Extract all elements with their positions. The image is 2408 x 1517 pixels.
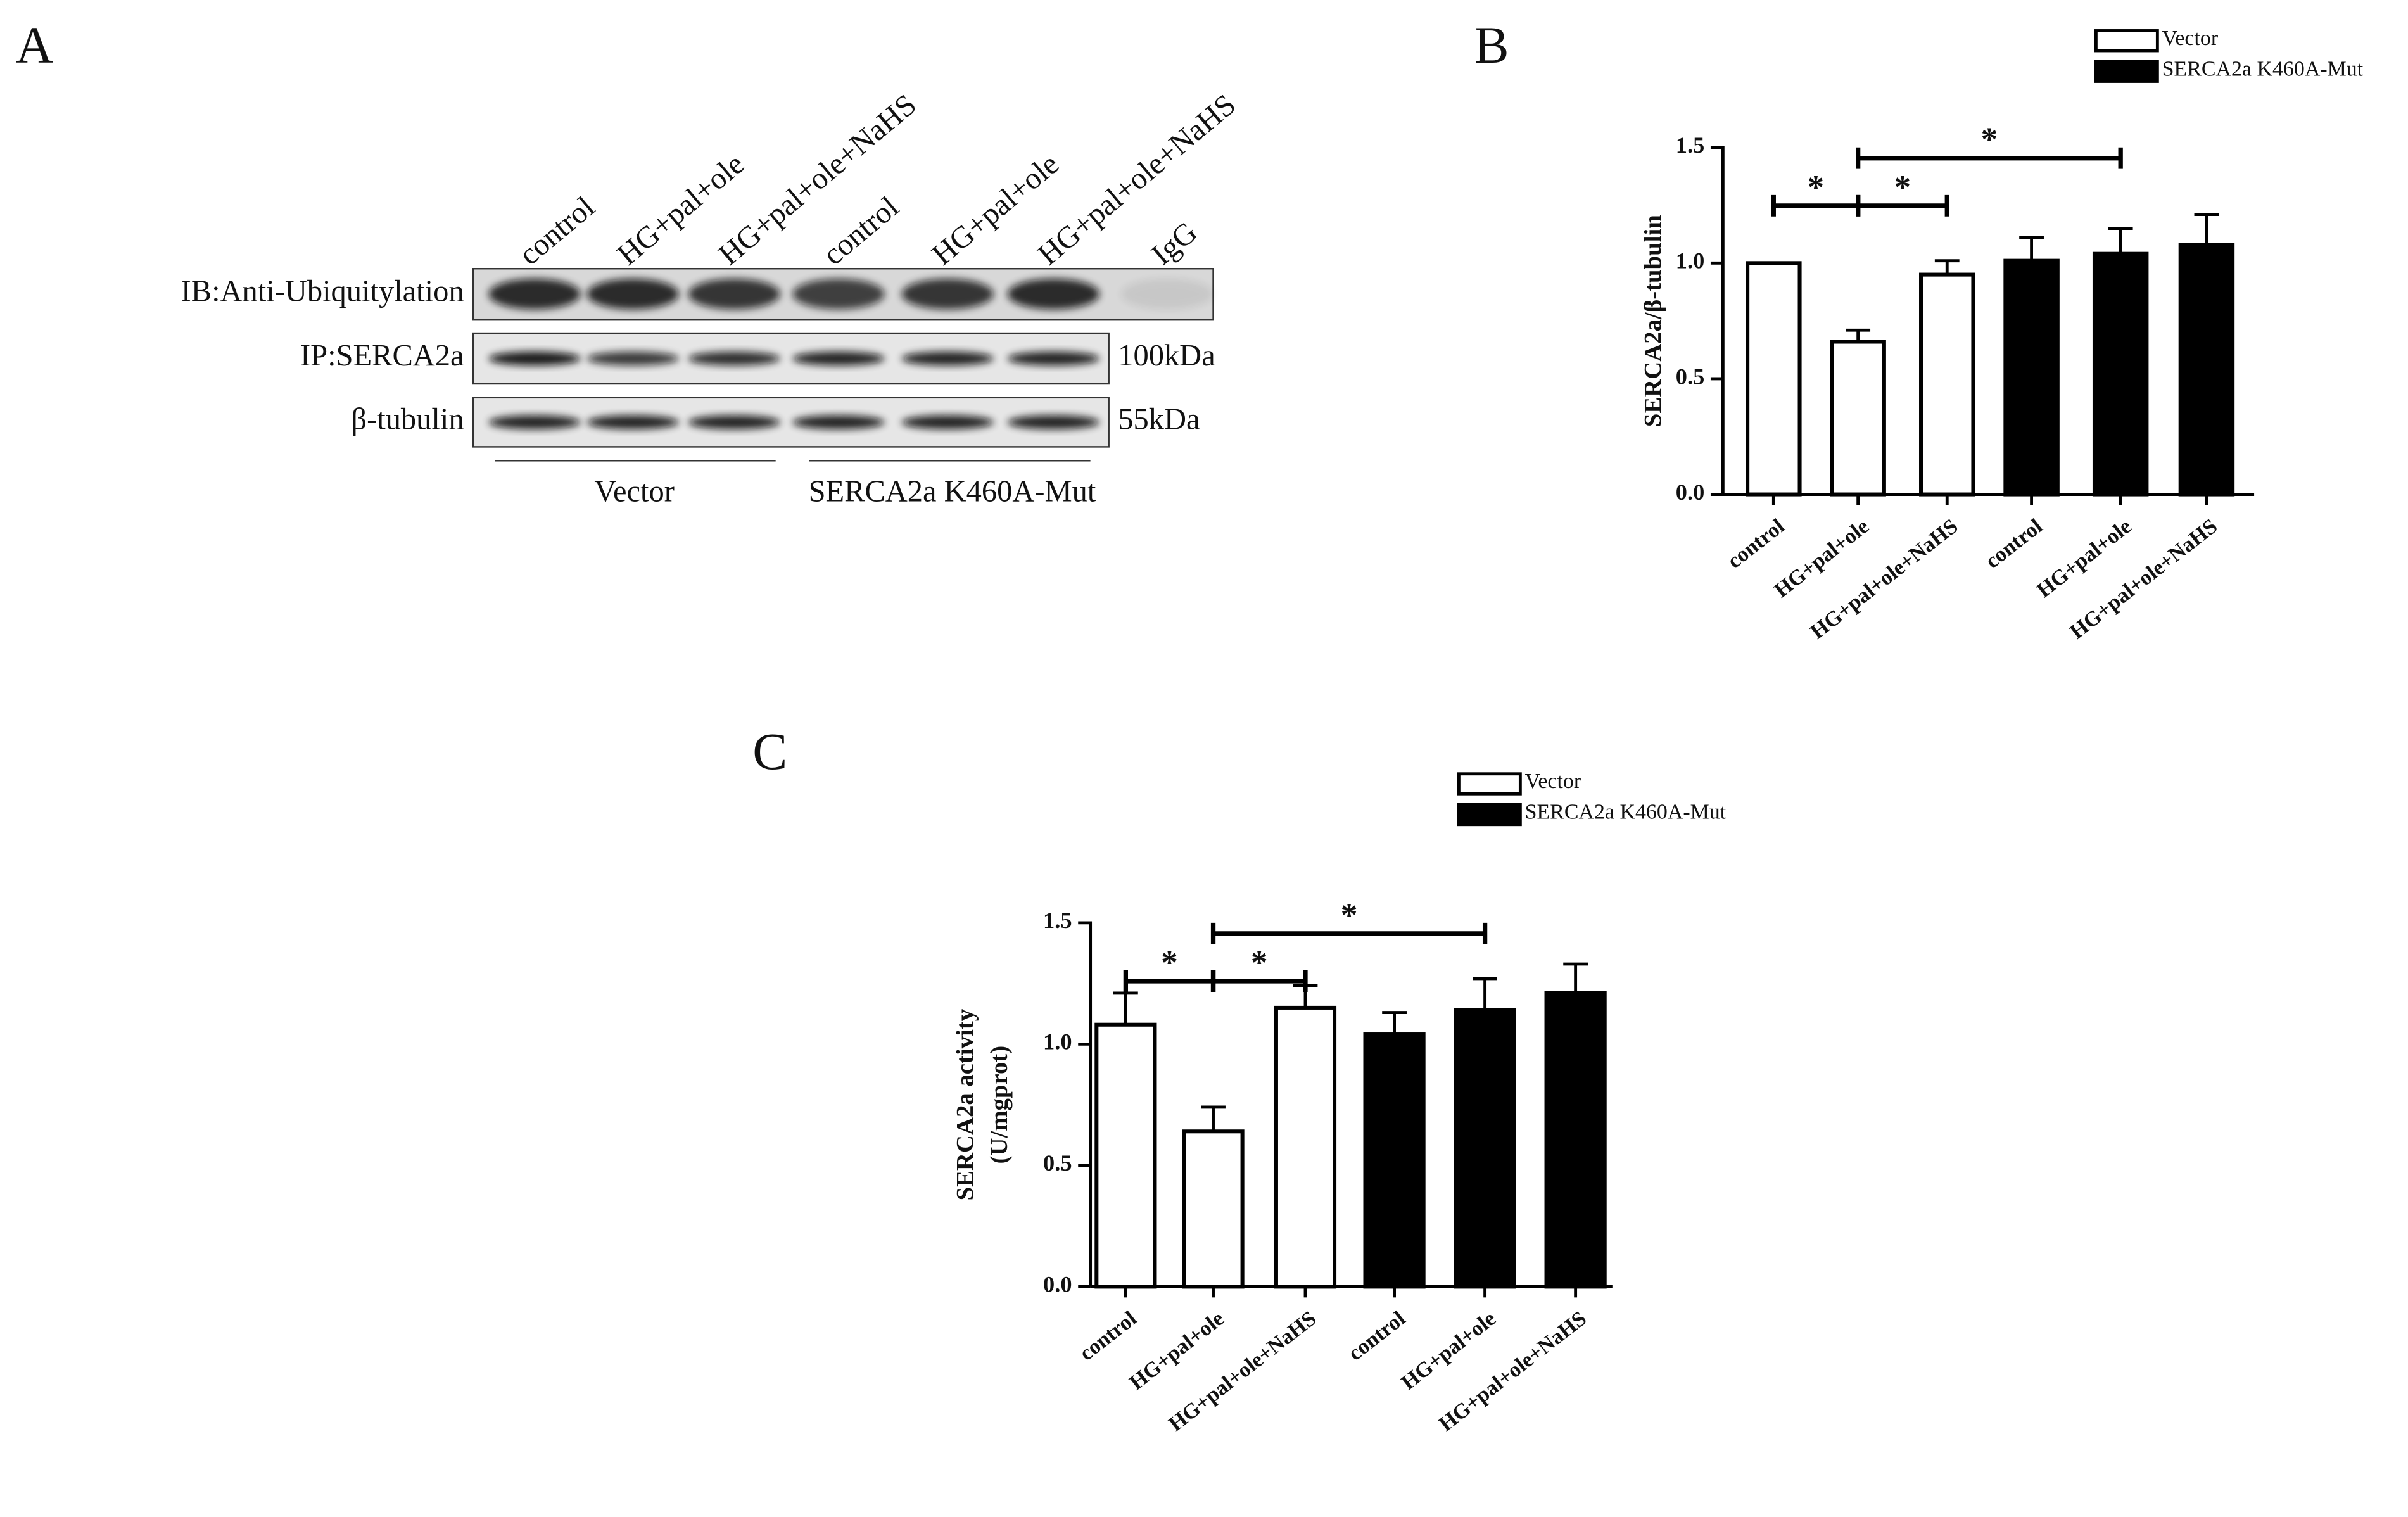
significance-label: * (1161, 943, 1178, 981)
lane-label: control (817, 190, 905, 272)
legend-label: SERCA2a K460A-Mut (2162, 57, 2364, 80)
blot-band (901, 352, 994, 365)
blot-band (586, 415, 679, 429)
blot-band (1007, 278, 1100, 310)
panel-label: C (752, 723, 787, 780)
bar (1544, 991, 1607, 1289)
legend-label: Vector (1525, 770, 1581, 793)
y-tick-label: 1.0 (1043, 1029, 1072, 1055)
lane-label: HG+pal+ole+NaHS (713, 87, 923, 272)
blot-band (792, 352, 885, 365)
bar (2003, 258, 2060, 497)
bar (1182, 1129, 1245, 1289)
legend-swatch (1457, 803, 1522, 827)
bar (1363, 1032, 1426, 1289)
y-tick-label: 0.5 (1676, 364, 1704, 389)
y-tick-label: 0.0 (1043, 1272, 1072, 1297)
bar (1274, 1005, 1337, 1289)
blot-band (792, 278, 885, 310)
y-tick-label: 1.5 (1043, 908, 1072, 933)
x-tick-label: control (1075, 1307, 1141, 1366)
lane-label: IgG (1145, 215, 1203, 272)
y-axis-label: SERCA2a activity (952, 1009, 979, 1201)
significance-bracket (1856, 194, 1949, 217)
y-tick-label: 0.5 (1043, 1150, 1072, 1176)
bar (2092, 251, 2149, 497)
blot-band (1007, 415, 1100, 429)
x-tick-label: HG+pal+ole+NaHS (1435, 1307, 1591, 1436)
blot-band (586, 352, 679, 365)
y-tick-label: 0.0 (1676, 479, 1704, 505)
x-tick-label: HG+pal+ole+NaHS (1806, 514, 1963, 644)
blot-band (901, 278, 994, 310)
bar (2178, 243, 2235, 497)
size-label: 55kDa (1118, 403, 1200, 436)
bar (1454, 1008, 1516, 1289)
group-label: Vector (594, 475, 674, 509)
blot-band (792, 415, 885, 429)
legend-label: Vector (2162, 27, 2219, 50)
blot-band (901, 415, 994, 429)
blot-strip (472, 332, 1110, 385)
bar (1094, 1022, 1157, 1289)
panel-label: B (1474, 16, 1509, 74)
blot-band (488, 415, 581, 429)
bar (1919, 272, 1975, 497)
row-label: IP:SERCA2a (300, 339, 464, 372)
significance-label: * (1894, 168, 1911, 206)
y-axis-label: (U/mgprot) (985, 1046, 1013, 1164)
group-label: SERCA2a K460A-Mut (809, 475, 1096, 509)
bar (1830, 340, 1886, 497)
significance-label: * (1981, 120, 1998, 158)
size-label: 100kDa (1118, 339, 1215, 372)
y-axis-label: SERCA2a/β-tubulin (1640, 215, 1667, 427)
blot-band (1007, 352, 1100, 365)
significance-label: * (1341, 896, 1358, 934)
legend-label: SERCA2a K460A-Mut (1525, 801, 1727, 824)
x-tick-label: control (1723, 514, 1789, 573)
legend-swatch (1457, 772, 1522, 796)
significance-bracket (1856, 147, 2123, 169)
x-tick-label: control (1344, 1307, 1410, 1366)
lane-label: HG+pal+ole+NaHS (1032, 87, 1242, 272)
significance-label: * (1808, 168, 1825, 206)
y-tick-label: 1.0 (1676, 248, 1704, 274)
blot-band (586, 278, 679, 310)
blot-band (1121, 278, 1214, 310)
x-tick-label: control (1981, 514, 2047, 573)
blot-band (488, 278, 581, 310)
significance-bracket (1210, 922, 1488, 944)
row-label: IB:Anti-Ubiquitylation (181, 274, 464, 308)
blot-band (688, 415, 780, 429)
bar (1746, 261, 1802, 497)
legend-swatch (2094, 60, 2159, 83)
row-label: β-tubulin (351, 403, 464, 436)
legend-swatch (2094, 29, 2159, 53)
panel-label: A (16, 16, 54, 74)
blot-band (688, 278, 780, 310)
y-tick-label: 1.5 (1676, 132, 1704, 158)
significance-bracket (1210, 970, 1308, 992)
blot-band (688, 352, 780, 365)
x-tick-label: HG+pal+ole+NaHS (2065, 514, 2222, 644)
blot-band (488, 352, 581, 365)
significance-label: * (1251, 943, 1268, 981)
lane-label: control (513, 190, 601, 272)
